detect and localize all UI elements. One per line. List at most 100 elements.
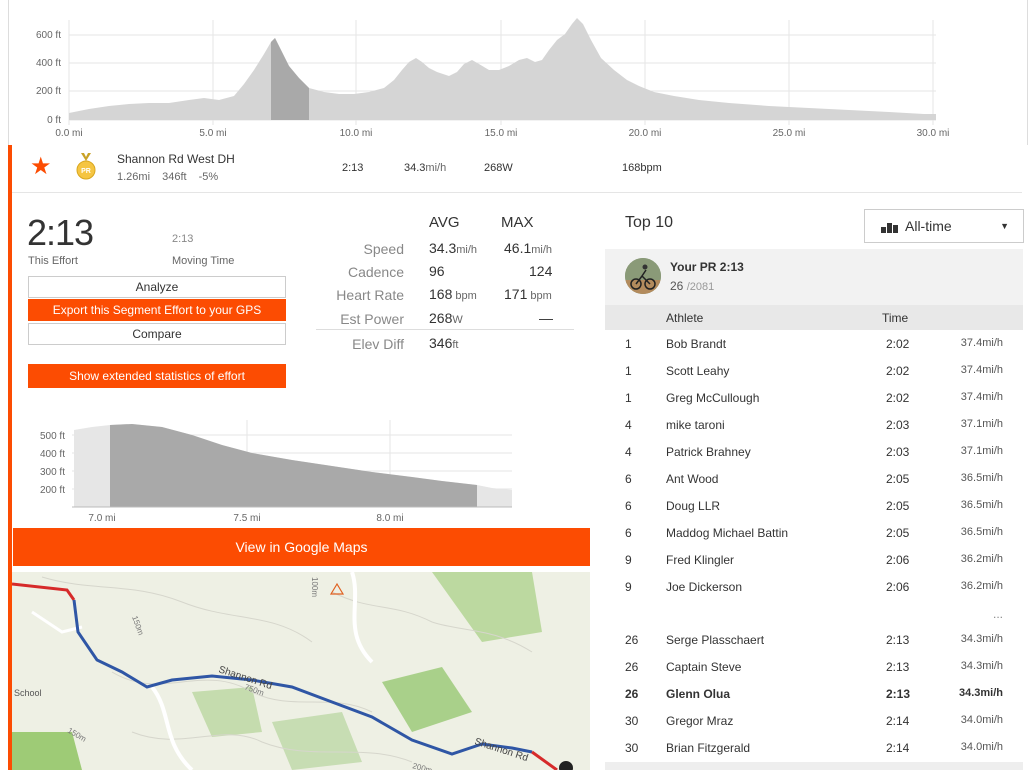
- athlete-name[interactable]: Maddog Michael Battin: [666, 526, 789, 540]
- segment-elevation-chart: 500 ft 400 ft 300 ft 200 ft 7.0 mi 7.5 m…: [40, 420, 512, 524]
- personal-record-card: Your PR 2:13 26 /2081: [605, 249, 1023, 305]
- segment-heart-rate: 168bpm: [622, 162, 662, 174]
- x-tick: 0.0 mi: [55, 128, 82, 139]
- athlete-name[interactable]: Doug LLR: [666, 499, 721, 513]
- max-header: MAX: [501, 214, 534, 231]
- leaderboard-row[interactable]: 4 mike taroni 2:03 37.1mi/h: [605, 411, 1023, 438]
- time-cell: 2:02: [886, 391, 910, 405]
- leaderboard-row[interactable]: 1 Scott Leahy 2:02 37.4mi/h: [605, 357, 1023, 384]
- segment-elevation: 346ft: [162, 171, 187, 183]
- extended-stats-button[interactable]: Show extended statistics of effort: [28, 364, 286, 388]
- leaderboard-row[interactable]: 30 Brian Fitzgerald 2:14 34.0mi/h: [605, 734, 1023, 761]
- y-tick: 500 ft: [40, 431, 65, 442]
- athlete-name[interactable]: Bob Brandt: [666, 337, 727, 351]
- rank-cell: 30: [625, 714, 639, 728]
- pr-medal-icon: PR: [76, 153, 96, 180]
- stat-avg-value: 346ft: [429, 335, 459, 351]
- athlete-name[interactable]: mike taroni: [666, 418, 725, 432]
- bar-chart-icon: [881, 223, 898, 233]
- rank-cell: 1: [625, 391, 632, 405]
- svg-text:PR: PR: [81, 168, 91, 175]
- speed-cell: 34.0mi/h: [960, 741, 1003, 753]
- time-column-header: Time: [882, 311, 909, 325]
- leaderboard-row[interactable]: 6 Maddog Michael Battin 2:05 36.5mi/h: [605, 519, 1023, 546]
- y-tick: 0 ft: [47, 115, 61, 126]
- y-tick: 400 ft: [40, 449, 65, 460]
- segment-name[interactable]: Shannon Rd West DH: [117, 152, 235, 166]
- stat-label: Elev Diff: [352, 336, 404, 352]
- leaderboard-row[interactable]: 6 Ant Wood 2:05 36.5mi/h: [605, 465, 1023, 492]
- leaderboard-row[interactable]: 9 Joe Dickerson 2:06 36.2mi/h: [605, 573, 1023, 600]
- leaderboard-row[interactable]: 4 Patrick Brahney 2:03 37.1mi/h: [605, 438, 1023, 465]
- athlete-name[interactable]: Brian Fitzgerald: [666, 741, 751, 755]
- map-contour-label: 200m: [411, 761, 433, 770]
- athlete-name[interactable]: Serge Plasschaert: [666, 633, 765, 647]
- segment-elevation-profile[interactable]: 500 ft 400 ft 300 ft 200 ft 7.0 mi 7.5 m…: [22, 415, 522, 527]
- athlete-name[interactable]: Scott Leahy: [666, 364, 730, 378]
- speed-cell: 36.2mi/h: [960, 580, 1003, 592]
- segment-power: 268W: [484, 162, 513, 174]
- segment-speed: 34.3mi/h: [404, 162, 447, 174]
- speed-cell: 36.5mi/h: [960, 472, 1003, 484]
- stat-max-value: 171 bpm: [504, 286, 552, 302]
- athlete-name[interactable]: Glenn Olua: [666, 687, 731, 701]
- speed-cell: 34.0mi/h: [960, 714, 1003, 726]
- map-place-label: School: [14, 688, 42, 698]
- athlete-column-header: Athlete: [666, 311, 704, 325]
- athlete-name[interactable]: Patrick Brahney: [666, 445, 751, 459]
- rank-cell: 6: [625, 499, 632, 513]
- rank-cell: 26: [625, 660, 639, 674]
- analyze-button[interactable]: Analyze: [28, 276, 286, 298]
- x-tick: 20.0 mi: [629, 128, 662, 139]
- leaderboard-row[interactable]: 6 Doug LLR 2:05 36.5mi/h: [605, 492, 1023, 519]
- leaderboard-header: Athlete Time: [605, 305, 1023, 330]
- x-tick: 15.0 mi: [485, 128, 518, 139]
- avatar[interactable]: [625, 258, 661, 294]
- x-tick: 8.0 mi: [376, 513, 403, 524]
- leaderboard-row[interactable]: 26 Captain Steve 2:13 34.3mi/h: [605, 653, 1023, 680]
- x-tick: 7.0 mi: [88, 513, 115, 524]
- stat-max-value: 46.1mi/h: [504, 240, 553, 256]
- athlete-name[interactable]: Gregor Mraz: [666, 714, 734, 728]
- athlete-name[interactable]: Ant Wood: [666, 472, 719, 486]
- rank-cell: 4: [625, 445, 632, 459]
- export-gps-button[interactable]: Export this Segment Effort to your GPS: [28, 299, 286, 321]
- leaderboard-row[interactable]: 9 Fred Klingler 2:06 36.2mi/h: [605, 546, 1023, 573]
- time-cell: 2:03: [886, 418, 910, 432]
- time-cell: 2:14: [886, 714, 910, 728]
- elevation-chart: 600 ft 400 ft 200 ft 0 ft 0.0 mi 5.0 mi …: [36, 18, 949, 139]
- stat-label: Cadence: [347, 264, 404, 280]
- segment-distance: 1.26mi: [117, 171, 151, 183]
- leaderboard-row[interactable]: 26 Glenn Olua 2:13 34.3mi/h: [605, 680, 1023, 707]
- filter-label: All-time: [905, 218, 952, 234]
- stat-max-value: —: [539, 310, 553, 326]
- rank-cell: 1: [625, 364, 632, 378]
- time-cell: 2:06: [886, 553, 910, 567]
- stat-label: Heart Rate: [336, 287, 404, 303]
- rank-cell: 30: [625, 741, 639, 755]
- leaderboard-row[interactable]: 26 Serge Plasschaert 2:13 34.3mi/h: [605, 626, 1023, 653]
- time-cell: 2:03: [886, 445, 910, 459]
- athlete-name[interactable]: Captain Steve: [666, 660, 742, 674]
- leaderboard-row[interactable]: 1 Greg McCullough 2:02 37.4mi/h: [605, 384, 1023, 411]
- leaderboard-ellipsis: ...: [993, 607, 1004, 621]
- segment-map[interactable]: Shannon Rd Shannon Rd School 150m 150m 2…: [12, 572, 590, 770]
- athlete-name[interactable]: Greg McCullough: [666, 391, 760, 405]
- compare-button[interactable]: Compare: [28, 323, 286, 345]
- leaderboard-row[interactable]: 30 Gregor Mraz 2:14 34.0mi/h: [605, 707, 1023, 734]
- segment-row[interactable]: ★ PR Shannon Rd West DH 1.26mi 346ft -5%…: [12, 145, 1022, 193]
- time-cell: 2:13: [886, 687, 911, 701]
- leaderboard-filter-dropdown[interactable]: All-time ▼: [864, 209, 1024, 243]
- rank-cell: 26: [625, 687, 639, 701]
- view-google-maps-button[interactable]: View in Google Maps: [13, 528, 590, 566]
- speed-cell: 36.5mi/h: [960, 499, 1003, 511]
- athlete-name[interactable]: Joe Dickerson: [666, 580, 743, 594]
- speed-cell: 34.3mi/h: [960, 660, 1003, 672]
- leaderboard-row[interactable]: 1 Bob Brandt 2:02 37.4mi/h: [605, 330, 1023, 357]
- x-tick: 5.0 mi: [199, 128, 226, 139]
- time-cell: 2:14: [886, 741, 910, 755]
- activity-elevation-profile[interactable]: 600 ft 400 ft 200 ft 0 ft 0.0 mi 5.0 mi …: [8, 0, 1028, 145]
- athlete-name[interactable]: Fred Klingler: [666, 553, 735, 567]
- star-icon[interactable]: ★: [30, 153, 52, 180]
- time-cell: 2:02: [886, 337, 910, 351]
